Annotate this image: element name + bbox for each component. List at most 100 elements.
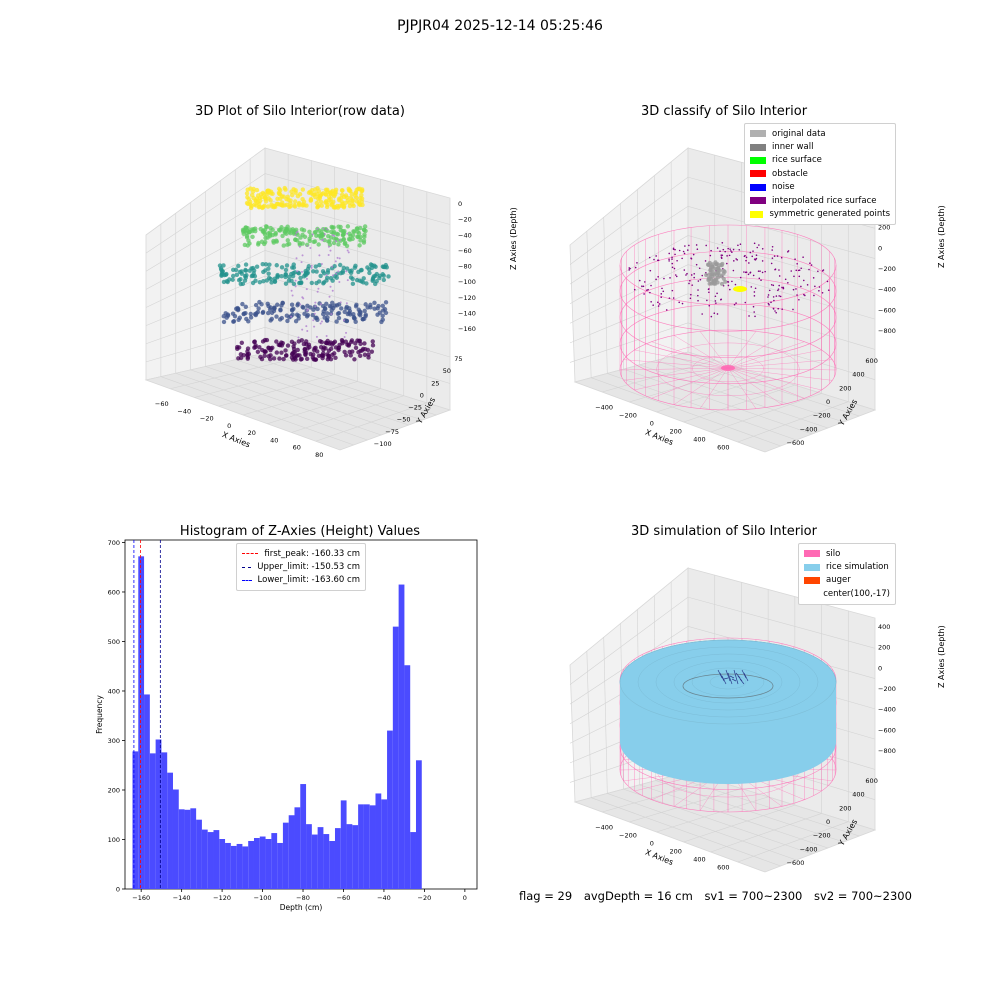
- raw-data-point: [352, 357, 357, 362]
- sim-floor-pane: [573, 771, 877, 873]
- flag-text: flag = 29: [519, 889, 573, 903]
- cls-interpolated-point: [781, 308, 783, 310]
- raw-data-point: [250, 265, 256, 271]
- hist-bar: [346, 824, 353, 889]
- raw-data-point: [236, 317, 241, 322]
- raw-data-point: [381, 277, 387, 283]
- hist-bar: [294, 807, 301, 889]
- hist-bar: [410, 832, 416, 889]
- hist-bar: [132, 751, 139, 889]
- raw-grid: [145, 301, 451, 358]
- raw-data-point: [252, 345, 257, 350]
- raw-data-point: [341, 194, 347, 200]
- cls-silo-cone-line: [727, 349, 822, 369]
- cls-interpolated-point: [663, 277, 665, 280]
- cls-interpolated-point: [821, 291, 824, 294]
- cls-y-tick-label: 200: [839, 384, 851, 392]
- raw-data-point: [219, 267, 224, 273]
- cls-interpolated-point: [733, 303, 736, 306]
- raw-data-point: [284, 231, 289, 236]
- raw-data-point: [260, 261, 265, 267]
- raw-data-point: [370, 339, 375, 344]
- cls-interpolated-point: [817, 270, 819, 273]
- raw-noise-point: [310, 264, 313, 267]
- raw-data-point: [324, 318, 330, 323]
- cls-obstacle-point: [719, 281, 724, 286]
- cls-interpolated-point: [660, 296, 663, 299]
- raw-data-point: [243, 262, 249, 267]
- raw-data-point: [380, 308, 386, 313]
- cls-interpolated-point: [660, 293, 663, 295]
- cls-interpolated-point: [672, 297, 675, 299]
- raw-data-point: [257, 299, 262, 305]
- raw-data-point: [261, 269, 266, 275]
- cls-grid: [591, 377, 781, 447]
- raw-noise-point: [342, 319, 345, 322]
- cls-interpolated-point: [673, 267, 676, 270]
- raw-data-point: [366, 355, 371, 360]
- raw-noise-point: [306, 244, 309, 247]
- raw-data-point: [275, 272, 280, 278]
- raw-data-point: [266, 231, 271, 236]
- raw-data-point: [221, 263, 226, 268]
- sim-grid: [737, 821, 849, 863]
- cls-z-tick-label: −200: [878, 265, 896, 273]
- raw-data-point: [325, 202, 330, 208]
- raw-data-point: [350, 233, 356, 238]
- raw-data-point: [376, 303, 381, 309]
- cls-interpolated-point: [671, 262, 674, 265]
- raw-data-point: [357, 243, 362, 248]
- raw-data-point: [284, 263, 290, 268]
- raw-noise-point: [338, 280, 341, 283]
- raw-data-point: [339, 306, 344, 311]
- cls-obstacle-point: [706, 262, 711, 267]
- raw-data-point: [232, 314, 238, 319]
- raw-data-point: [279, 265, 285, 270]
- raw-data-point: [336, 346, 341, 351]
- raw-data-point: [327, 303, 333, 309]
- cls-interpolated-point: [731, 251, 733, 254]
- hist-x-tick-label: −140: [173, 894, 191, 902]
- raw-data-point: [263, 224, 269, 229]
- cls-interpolated-point: [720, 256, 723, 258]
- raw-data-point: [328, 235, 334, 240]
- cls-interpolated-point: [688, 282, 690, 285]
- raw-data-point: [262, 227, 268, 233]
- raw-data-point: [323, 346, 328, 351]
- raw-data-point: [287, 229, 292, 234]
- sim-auger-mark: [727, 672, 733, 685]
- raw-noise-point: [346, 279, 349, 282]
- cls-interpolated-point: [646, 289, 648, 291]
- cls-interpolated-point: [729, 248, 731, 250]
- cls-interpolated-point: [710, 315, 713, 318]
- raw-data-point: [253, 198, 258, 203]
- cls-silo-cone-line: [727, 367, 833, 381]
- raw-data-point: [317, 228, 322, 233]
- raw-grid: [235, 359, 423, 421]
- raw-noise-point: [290, 315, 293, 318]
- cls-interpolated-point: [772, 307, 775, 310]
- raw-data-point: [289, 339, 295, 345]
- cls-interpolated-point: [725, 262, 728, 265]
- raw-data-point: [278, 188, 283, 193]
- raw-x-tick-label: 60: [293, 444, 301, 452]
- raw-z-tick-label: −160: [458, 325, 476, 333]
- raw-data-point: [246, 197, 251, 202]
- cls-interpolated-point: [720, 298, 722, 301]
- raw-data-point: [314, 269, 319, 274]
- hist-x-tick-label: −40: [377, 894, 391, 902]
- hist-bar: [329, 840, 335, 889]
- cls-interpolated-point: [743, 271, 745, 273]
- hist-bar: [381, 799, 388, 889]
- cls-interpolated-point: [781, 286, 783, 289]
- raw-y-tick-label: 50: [443, 367, 451, 375]
- sim-grid: [603, 637, 608, 794]
- raw-noise-point: [346, 249, 349, 252]
- raw-data-point: [237, 269, 243, 275]
- raw-data-point: [285, 343, 291, 348]
- raw-data-point: [274, 350, 280, 355]
- cls-interpolated-point: [721, 242, 724, 244]
- raw-data-point: [248, 315, 254, 320]
- cls-interpolated-point: [752, 305, 755, 308]
- cls-interpolated-point: [821, 270, 824, 272]
